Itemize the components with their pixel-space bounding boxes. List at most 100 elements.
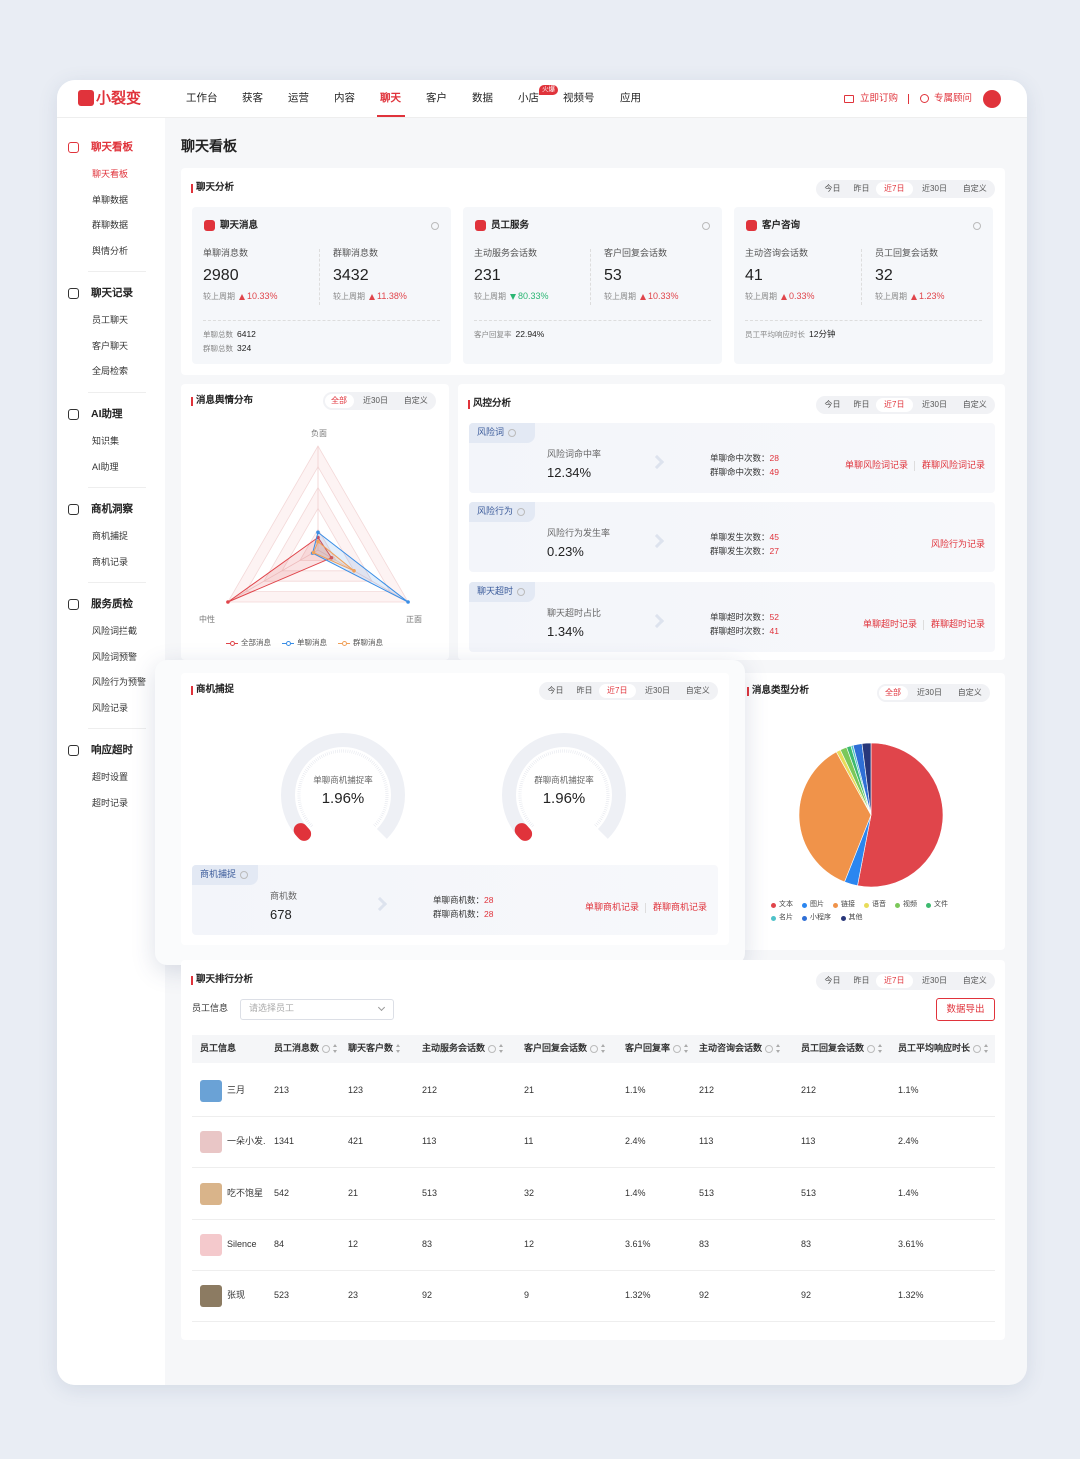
pie-slice [861,742,872,816]
sidebar-item[interactable]: 超时记录 [92,797,129,808]
range-tab[interactable]: 近30日 [363,396,388,405]
row-tag [192,865,258,885]
row-tag-text: 风险行为 [477,506,514,517]
range-tab[interactable]: 昨日 [853,976,870,985]
nav-item[interactable]: 客户 [426,92,447,105]
record-link[interactable]: 群聊超时记录 [931,619,986,630]
title-bar [191,976,193,985]
metric-change: 1.23% [919,291,945,302]
stat-card [463,207,722,364]
headset-icon [920,94,929,103]
sidebar-item[interactable]: 员工聊天 [92,315,129,326]
sidebar-item[interactable]: 风险词预警 [92,651,138,662]
range-tab[interactable]: 自定义 [685,686,710,695]
range-tab[interactable]: 近7日 [876,398,913,412]
sidebar-item[interactable]: 单聊数据 [92,194,129,205]
info-icon [765,1045,773,1053]
range-tab[interactable]: 昨日 [853,184,870,193]
range-tab[interactable]: 近30日 [922,400,947,409]
header-action[interactable]: 专属顾问 [934,92,973,104]
section-title: 消息类型分析 [752,684,810,696]
nav-item[interactable]: 内容 [334,92,355,105]
nav-item[interactable]: 视频号 [563,92,595,105]
record-link[interactable]: 单聊商机记录 [585,902,640,913]
range-tab[interactable]: 今日 [824,400,841,409]
record-link[interactable]: 群聊风险词记录 [922,460,986,471]
radar-point [352,569,356,573]
nav-item[interactable]: 小店 [518,92,539,105]
detail-value: 28 [484,895,494,906]
column-header[interactable]: 客户回复率 [625,1043,671,1054]
sidebar-group[interactable]: 服务质检 [91,598,133,611]
metric-label: 商机数 [270,891,298,902]
sidebar-item[interactable]: AI助理 [92,461,119,472]
sidebar-group[interactable]: AI助理 [91,408,123,421]
column-header[interactable]: 员工回复会话数 [801,1043,865,1054]
detail-value: 41 [769,626,779,637]
select-box[interactable] [240,999,394,1020]
sidebar-item[interactable]: 群聊数据 [92,220,129,231]
column-header[interactable]: 主动咨询会话数 [699,1043,763,1054]
column-header[interactable]: 主动服务会话数 [422,1043,486,1054]
nav-item[interactable]: 数据 [472,92,493,105]
nav-item[interactable]: 工作台 [186,92,218,105]
sidebar-group[interactable]: 聊天记录 [91,287,133,300]
nav-item[interactable]: 聊天 [380,92,401,105]
column-header[interactable]: 客户回复会话数 [524,1043,588,1054]
sidebar-group[interactable]: 聊天看板 [91,141,133,154]
range-tab[interactable]: 近30日 [922,184,947,193]
nav-item[interactable]: 应用 [620,92,641,105]
nav-underline [377,115,405,117]
sidebar-group[interactable]: 商机洞察 [91,503,133,516]
sidebar-item[interactable]: 超时设置 [92,772,129,783]
sidebar-item[interactable]: 舆情分析 [92,245,129,256]
sidebar-item[interactable]: 风险记录 [92,702,129,713]
nav-item[interactable]: 运营 [288,92,309,105]
range-tab[interactable]: 全部 [878,686,908,700]
header-action[interactable]: 立即订购 [860,92,899,104]
sidebar-item[interactable]: 聊天看板 [92,169,129,180]
range-tab[interactable]: 今日 [824,184,841,193]
legend-label: 名片 [779,914,793,922]
legend-dot [802,902,807,908]
info-icon [973,222,981,230]
column-header[interactable]: 聊天客户数 [348,1043,394,1054]
record-link[interactable]: 群聊商机记录 [653,902,708,913]
range-tab[interactable]: 近7日 [876,974,913,988]
column-header[interactable]: 员工平均响应时长 [898,1043,971,1054]
range-tab[interactable]: 近7日 [599,684,636,698]
link-divider [923,620,924,630]
sidebar-item[interactable]: 商机记录 [92,556,129,567]
metric-label: 员工回复会话数 [875,248,939,259]
sidebar-item[interactable]: 风险词拦截 [92,626,138,637]
nav-item[interactable]: 获客 [242,92,263,105]
range-tab[interactable]: 近30日 [645,686,670,695]
axis-label: 中性 [199,614,215,624]
record-link[interactable]: 单聊超时记录 [863,619,918,630]
record-link[interactable]: 风险行为记录 [931,539,986,550]
sidebar-item[interactable]: 商机捕捉 [92,531,129,542]
range-tab[interactable]: 近30日 [922,976,947,985]
sidebar-item[interactable]: 全局检索 [92,366,129,377]
range-tab[interactable]: 自定义 [957,688,982,697]
range-tab[interactable]: 自定义 [403,396,428,405]
range-tab[interactable]: 自定义 [962,184,987,193]
range-tab[interactable]: 自定义 [962,400,987,409]
table-cell: 92 [699,1290,710,1301]
footer-label: 客户回复率 [474,330,512,340]
range-tab[interactable]: 昨日 [853,400,870,409]
sidebar-item[interactable]: 知识集 [92,436,120,447]
range-tab[interactable]: 近30日 [917,688,942,697]
range-tab[interactable]: 自定义 [962,976,987,985]
range-tab[interactable]: 昨日 [576,686,593,695]
range-tab[interactable]: 今日 [824,976,841,985]
range-tab[interactable]: 全部 [324,394,354,408]
sidebar-item[interactable]: 风险行为预警 [92,677,147,688]
sidebar-group[interactable]: 响应超时 [91,744,133,757]
range-tab[interactable]: 近7日 [876,182,913,196]
range-tab[interactable]: 今日 [547,686,564,695]
record-link[interactable]: 单聊风险词记录 [845,460,909,471]
column-header[interactable]: 员工消息数 [274,1043,320,1054]
sidebar-item[interactable]: 客户聊天 [92,340,129,351]
export-button[interactable]: 数据导出 [936,998,995,1021]
